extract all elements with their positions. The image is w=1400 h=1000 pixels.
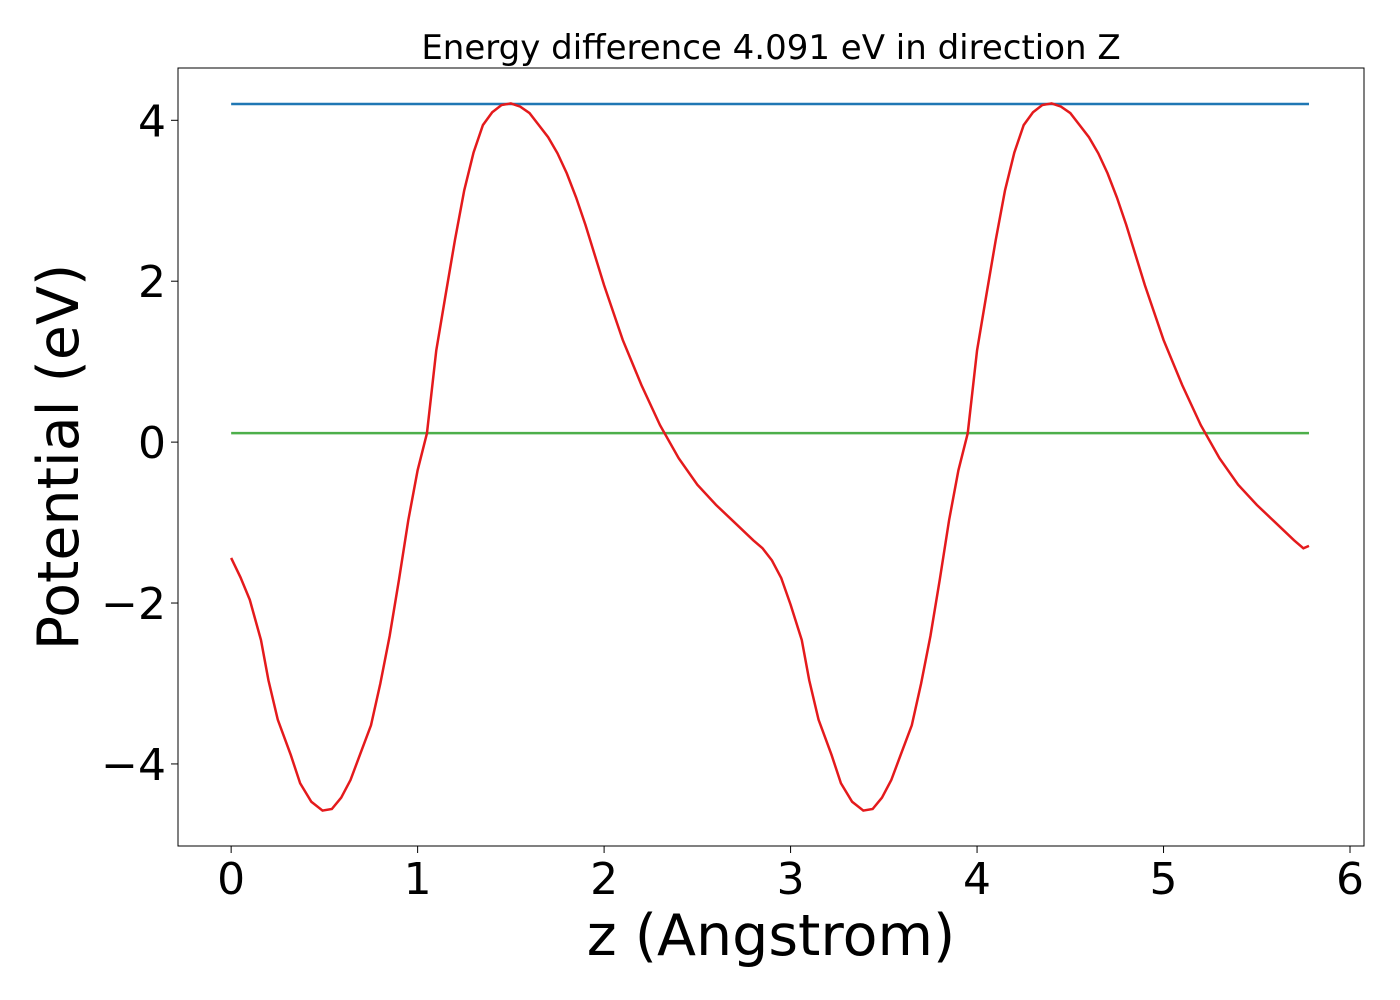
x-tick-label: 6 (1336, 854, 1364, 905)
x-tick-label: 1 (404, 854, 432, 905)
x-tick-label: 0 (217, 854, 245, 905)
y-axis-label: Potential (eV) (26, 264, 92, 650)
plot-frame (177, 67, 1365, 847)
y-tick-label: 2 (138, 257, 166, 308)
x-tick-label: 2 (590, 854, 618, 905)
x-tick-label: 4 (963, 854, 991, 905)
line-series (230, 102, 1310, 812)
chart-title: Energy difference 4.091 eV in direction … (421, 28, 1120, 68)
y-tick-label: −2 (101, 579, 166, 630)
y-tick-label: 4 (138, 96, 166, 147)
x-tick-label: 5 (1150, 854, 1178, 905)
y-tick-label: −4 (101, 740, 166, 791)
y-tick-label: 0 (138, 418, 166, 469)
x-axis-label: z (Angstrom) (587, 903, 955, 969)
x-tick-label: 3 (777, 854, 805, 905)
